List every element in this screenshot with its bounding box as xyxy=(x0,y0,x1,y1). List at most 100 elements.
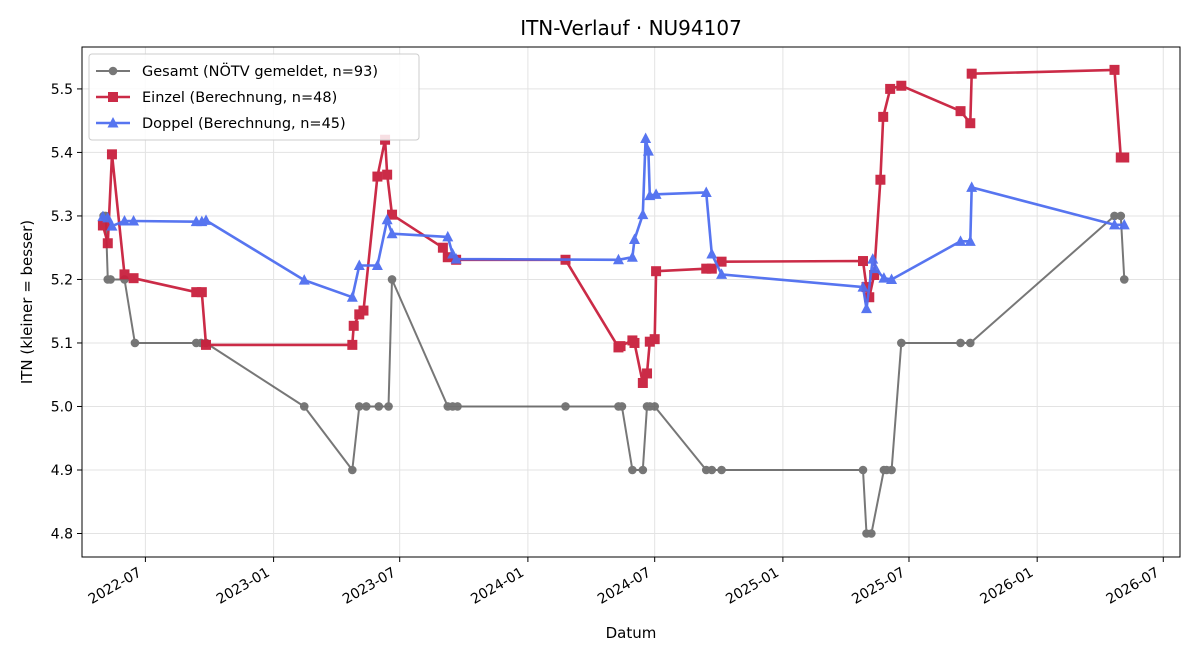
data-point xyxy=(387,209,398,220)
legend-swatch xyxy=(96,117,130,128)
data-point xyxy=(716,256,727,267)
legend-swatch xyxy=(96,92,130,102)
data-point xyxy=(857,281,869,292)
data-point xyxy=(650,402,659,411)
data-point xyxy=(348,320,359,331)
x-tick-label: 2023-01 xyxy=(214,565,273,608)
data-point xyxy=(442,230,454,242)
data-point xyxy=(119,269,130,280)
x-axis: 2022-07 2023-01 2023-07 2024-01 2024-07 2025-… xyxy=(86,557,1164,608)
y-tick-label: 5.2 xyxy=(51,272,73,288)
x-tick-label: 2024-01 xyxy=(468,565,527,608)
y-tick-label: 5.3 xyxy=(51,209,73,225)
data-point xyxy=(867,529,876,538)
data-point xyxy=(861,282,872,293)
data-point xyxy=(1110,211,1119,221)
x-tick-label: 2026-01 xyxy=(978,565,1037,608)
data-point xyxy=(637,377,648,388)
data-point xyxy=(716,268,728,279)
data-point xyxy=(437,242,448,253)
data-point xyxy=(106,149,117,160)
legend-label: Einzel (Berechnung, n=48) xyxy=(142,90,337,106)
data-point xyxy=(381,213,393,225)
data-point xyxy=(374,402,384,411)
x-tick-label: 2024-07 xyxy=(595,565,654,608)
plot-area xyxy=(97,64,1130,538)
plot-frame xyxy=(81,46,1181,558)
data-point xyxy=(386,227,398,239)
data-point xyxy=(191,287,202,298)
data-point xyxy=(1118,218,1130,230)
data-point xyxy=(964,235,976,246)
data-point xyxy=(118,215,130,226)
data-point xyxy=(128,215,140,226)
legend-label: Doppel (Berechnung, n=45) xyxy=(142,116,346,132)
data-point xyxy=(561,402,570,411)
data-point xyxy=(640,132,652,143)
data-point xyxy=(371,259,383,270)
data-point xyxy=(887,465,896,475)
data-point xyxy=(638,465,648,475)
data-point xyxy=(869,270,880,281)
y-tick-label: 5.4 xyxy=(51,145,73,161)
data-point xyxy=(97,220,108,231)
data-point xyxy=(965,338,975,348)
data-point xyxy=(956,338,965,348)
data-point xyxy=(130,338,140,348)
data-point xyxy=(717,465,726,475)
data-point xyxy=(707,465,717,475)
data-point xyxy=(106,220,118,231)
y-tick-label: 5.5 xyxy=(51,82,73,98)
legend-swatch xyxy=(96,66,130,76)
data-point xyxy=(700,186,712,197)
y-axis-label: ITN (kleiner = besser) xyxy=(18,220,36,384)
data-point xyxy=(875,174,886,185)
x-axis-label: Datum xyxy=(606,624,657,642)
x-tick-label: 2023-07 xyxy=(340,565,399,608)
data-point xyxy=(354,402,364,411)
data-point xyxy=(629,337,640,348)
data-point xyxy=(347,339,358,350)
y-tick-label: 4.9 xyxy=(51,463,73,479)
data-point xyxy=(128,273,139,284)
y-axis: 4.8 4.9 5.0 5.1 5.2 5.3 5.4 5.5 xyxy=(51,82,82,543)
chart-title: ITN-Verlauf · NU94107 xyxy=(520,16,742,40)
legend-marker xyxy=(108,92,118,102)
data-point xyxy=(1109,218,1121,230)
data-point xyxy=(858,465,868,475)
data-point xyxy=(966,68,977,79)
data-point xyxy=(706,248,718,259)
data-point xyxy=(955,235,967,246)
data-point xyxy=(1119,275,1129,284)
data-point xyxy=(382,169,393,180)
x-tick-label: 2025-07 xyxy=(849,565,908,608)
legend-box xyxy=(88,53,420,141)
data-point xyxy=(628,233,640,244)
data-point xyxy=(358,305,369,316)
data-point xyxy=(346,291,358,302)
legend-label: Gesamt (NÖTV gemeldet, n=93) xyxy=(142,62,378,80)
data-point xyxy=(1119,152,1130,163)
data-point xyxy=(353,259,365,270)
data-point xyxy=(361,402,371,411)
data-point xyxy=(966,181,978,192)
data-point xyxy=(965,118,976,129)
x-tick-label: 2025-01 xyxy=(723,565,782,608)
data-point xyxy=(106,275,115,284)
data-point xyxy=(348,465,357,475)
data-point xyxy=(642,145,654,156)
y-tick-label: 5.0 xyxy=(51,399,73,415)
data-point xyxy=(651,266,662,277)
data-point xyxy=(897,338,906,348)
data-point xyxy=(615,341,626,352)
data-point xyxy=(626,251,638,262)
data-point xyxy=(858,256,869,267)
series-triangle xyxy=(97,132,1130,314)
data-point xyxy=(955,106,966,117)
x-tick-label: 2022-07 xyxy=(86,565,145,608)
series-line xyxy=(102,137,1125,311)
data-point xyxy=(201,339,212,350)
legend-marker xyxy=(107,117,119,128)
data-point xyxy=(867,253,879,264)
